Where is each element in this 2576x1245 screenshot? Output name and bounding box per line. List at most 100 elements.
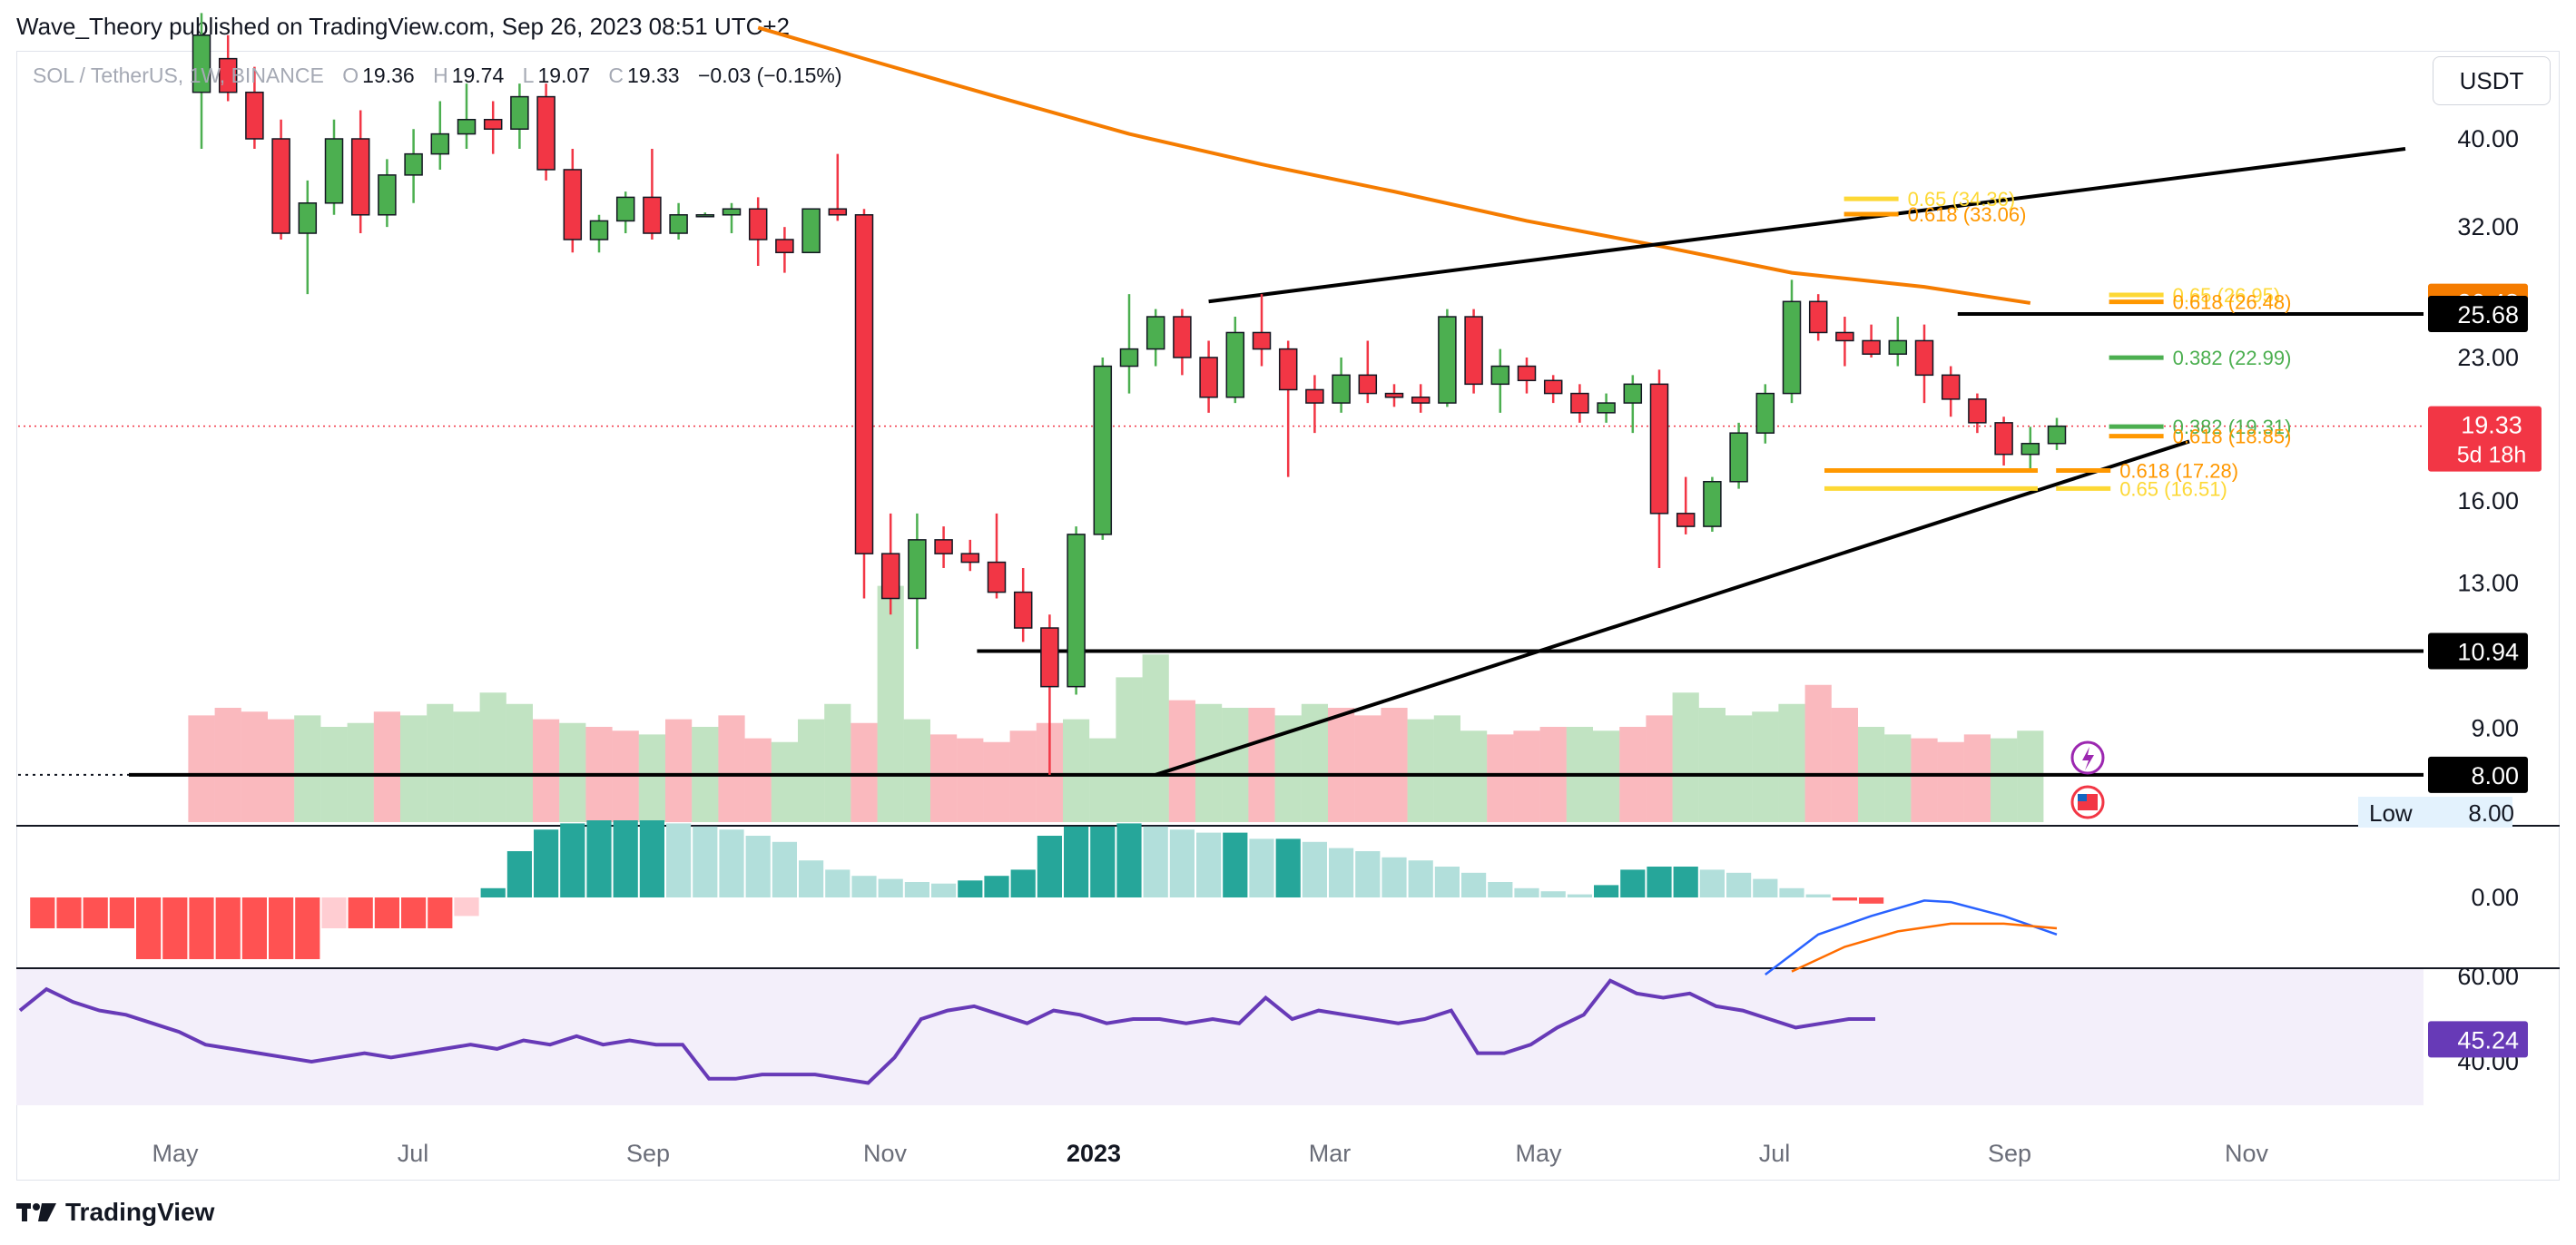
candle-body [1278,348,1298,391]
price-tick-label: 9.00 [2471,715,2519,742]
fib-level-label: 0.618 (17.28) [2119,459,2238,482]
time-tick-label: Nov [863,1140,908,1167]
candle [828,153,848,221]
candle-body [1570,392,1589,414]
price-tick-label: 23.00 [2457,344,2519,371]
candle-body [1888,339,1908,355]
volume-area [506,703,533,822]
flag-icon [2070,785,2105,819]
candle [1119,294,1139,394]
trend-line [1208,147,2406,304]
footer-brand: TradingView [16,1198,214,1227]
volume-area [1009,722,1037,822]
candle [298,180,318,295]
volume-area [1433,715,1460,822]
volume-area [294,715,321,822]
candle [483,101,503,154]
candle [722,202,742,234]
candle [1464,309,1483,394]
candle [1067,526,1086,695]
candle [908,513,927,650]
volume-area [1274,703,1302,822]
macd-histogram-bar [1329,848,1354,897]
macd-histogram-bar [1832,897,1857,901]
volume-area [1142,654,1169,822]
candle-body [1305,388,1324,404]
macd-histogram-bar [825,869,850,897]
volume-area [1884,734,1912,822]
candle-body [1623,383,1643,404]
current-price-badge: 19.33 5d 18h [2428,406,2542,472]
candle-body [298,202,318,234]
volume-area [1354,708,1381,822]
candle-body [510,95,529,130]
candle-body [404,152,423,176]
candle [1597,393,1616,423]
candle [1888,317,1908,367]
candle-body [669,214,688,234]
candle-body [378,174,397,216]
volume-area [214,708,241,822]
macd-histogram-bar [1699,869,1725,897]
moving-average-line [757,25,2031,305]
candle [510,83,529,150]
candle [1835,317,1854,367]
volume-area [1248,708,1275,822]
currency-button[interactable]: USDT [2433,56,2551,105]
volume-area [1301,703,1328,822]
candle [1862,324,1881,358]
candle-body [563,169,583,240]
candle [1093,357,1113,540]
candle-body [1941,374,1961,400]
candle-body [1808,300,1828,334]
candle [563,149,583,253]
volume-area [930,734,958,822]
volume-area [771,719,798,822]
candle-body [457,119,477,135]
macd-histogram-bar [1461,872,1487,897]
candle-body [854,214,874,554]
volume-area [665,719,693,822]
macd-histogram-bar [1169,829,1195,897]
low-marker-bg [2358,797,2512,828]
candle-body [960,553,980,564]
volume-area [373,711,400,822]
current-price-badge-countdown: 5d 18h [2457,443,2526,468]
candle-body [350,138,370,216]
volume-area [1063,719,1090,822]
volume-area [1222,708,1249,822]
candle-body [271,138,290,234]
candle-body [1490,365,1510,386]
candle [1570,384,1589,423]
volume-area [1752,703,1779,822]
macd-histogram-bar [1302,841,1327,897]
candle [1755,384,1775,444]
volume-area [957,738,984,822]
candle-body [430,132,450,155]
volume-area [1381,708,1408,822]
legend-low: 19.07 [537,64,591,87]
macd-histogram-bar [666,823,692,897]
macd-histogram-bar [1540,891,1566,897]
fib-level-label: 0.618 (33.06) [1908,203,2027,226]
candle [1438,309,1457,407]
candle-body [2020,443,2040,456]
candle [854,209,874,599]
legend-high: 19.74 [451,64,505,87]
candle-body [643,196,662,234]
candle [2047,417,2067,450]
price-tick-label: 40.00 [2457,125,2519,152]
volume-area [1831,708,1858,822]
candle [1225,317,1245,404]
volume-area [1937,734,1964,822]
volume-area [1726,711,1753,822]
volume-area [718,715,745,822]
tradingview-logo-icon [16,1203,56,1221]
candle-body [695,214,715,218]
candle [1332,357,1351,413]
macd-histogram-bar [506,851,532,897]
volume-area [427,703,454,822]
time-tick-label: Nov [2225,1140,2269,1167]
macd-histogram-bar [1594,885,1619,897]
